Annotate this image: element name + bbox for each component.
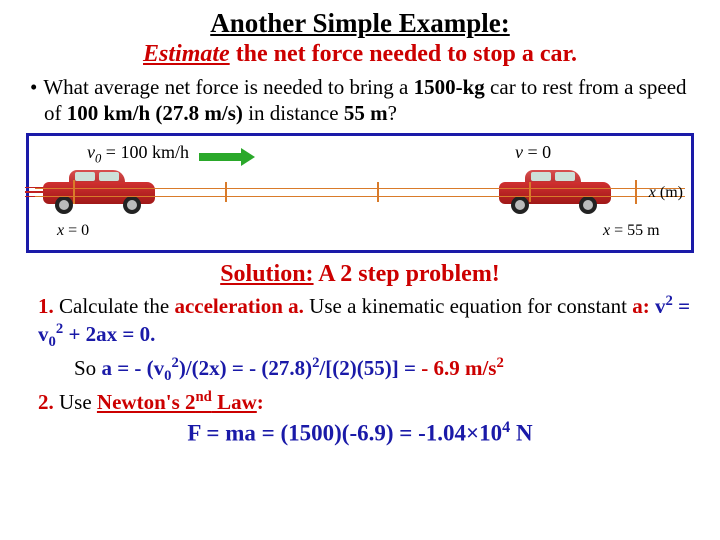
v1-val: = 0: [523, 142, 551, 162]
tick-0: [73, 180, 75, 204]
step-1: 1. Calculate the acceleration a. Use a k…: [38, 292, 700, 353]
subtitle-rest: the net force needed to stop a car.: [230, 41, 577, 67]
step1-d: a:: [632, 294, 650, 318]
page-title: Another Simple Example:: [20, 8, 700, 39]
solution-under: Solution:: [220, 261, 313, 287]
x0-label: x = 0: [57, 222, 89, 240]
step1-c: Use a kinematic equation for constant: [304, 294, 632, 318]
step1-result: - 6.9 m/s2: [421, 356, 504, 380]
step1-b: acceleration a.: [174, 294, 303, 318]
step2-a: Use: [54, 390, 97, 414]
bullet-speed: 100 km/h (27.8 m/s): [67, 101, 243, 125]
x1-val: = 55 m: [610, 222, 659, 239]
final-exp: 4: [502, 419, 510, 436]
axis-unit: (m): [656, 184, 683, 201]
v0-sym: v: [87, 142, 95, 162]
bullet-mass: 1500-kg: [414, 75, 485, 99]
tick-3: [529, 182, 531, 202]
step-1b: So a = - (v02)/(2x) = - (27.8)2/[(2)(55)…: [38, 354, 700, 386]
bullet-dot: •: [30, 75, 43, 99]
final-main: F = ma = (1500)(-6.9) = -1.04×10: [187, 420, 502, 445]
step1-a: Calculate the: [54, 294, 175, 318]
step2-b: Newton's 2nd Law: [97, 390, 257, 414]
solution-heading: Solution: A 2 step problem!: [20, 261, 700, 288]
step-2: 2. Use Newton's 2nd Law:: [38, 388, 700, 416]
subtitle: Estimate the net force needed to stop a …: [20, 41, 700, 68]
bullet-dist: 55 m: [344, 101, 388, 125]
step1-eq2: a = - (v02)/(2x) = - (27.8)2/[(2)(55)] =: [101, 356, 421, 380]
diagram-frame: v0 = 100 km/h v = 0 x (m): [26, 133, 694, 253]
final-unit: N: [510, 420, 532, 445]
step2-colon: :: [257, 390, 264, 414]
bullet-mid2: in distance: [243, 101, 344, 125]
velocity-arrow-icon: [199, 150, 255, 164]
subtitle-underlined: Estimate: [143, 41, 230, 67]
v1-label: v = 0: [515, 142, 551, 163]
final-equation: F = ma = (1500)(-6.9) = -1.04×104 N: [20, 419, 700, 447]
tick-1: [225, 182, 227, 202]
v0-val: = 100 km/h: [101, 142, 189, 162]
x1-label: x = 55 m: [603, 222, 660, 240]
problem-statement: •What average net force is needed to bri…: [20, 74, 700, 127]
road-top: [35, 188, 685, 190]
axis-x: x: [649, 184, 656, 201]
bullet-pre: What average net force is needed to brin…: [43, 75, 413, 99]
step2-num: 2.: [38, 390, 54, 414]
bullet-end: ?: [388, 101, 397, 125]
step1-so: So: [74, 356, 101, 380]
diagram: v0 = 100 km/h v = 0 x (m): [35, 140, 685, 246]
road-bot: [35, 196, 685, 198]
axis-label: x (m): [649, 184, 683, 202]
tick-2: [377, 182, 379, 202]
tick-end: [635, 180, 637, 204]
v0-label: v0 = 100 km/h: [87, 142, 189, 167]
x0-val: = 0: [64, 222, 89, 239]
v1-sym: v: [515, 142, 523, 162]
solution-rest: A 2 step problem!: [314, 261, 500, 287]
step1-num: 1.: [38, 294, 54, 318]
